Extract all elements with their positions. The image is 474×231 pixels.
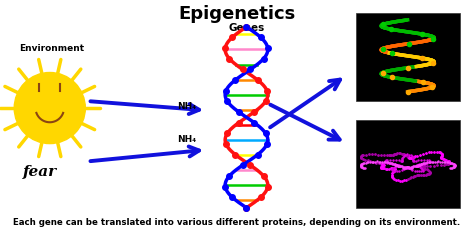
Text: NH₄: NH₄ [178, 102, 197, 111]
Text: fear: fear [23, 164, 57, 178]
Text: Environment: Environment [19, 44, 85, 53]
Text: Epigenetics: Epigenetics [178, 5, 296, 23]
Text: NH₄: NH₄ [178, 134, 197, 143]
Text: Genes: Genes [228, 23, 264, 33]
FancyBboxPatch shape [356, 120, 460, 208]
Text: Each gene can be translated into various different proteins, depending on its en: Each gene can be translated into various… [13, 217, 461, 226]
Ellipse shape [14, 73, 85, 144]
FancyBboxPatch shape [356, 14, 460, 102]
